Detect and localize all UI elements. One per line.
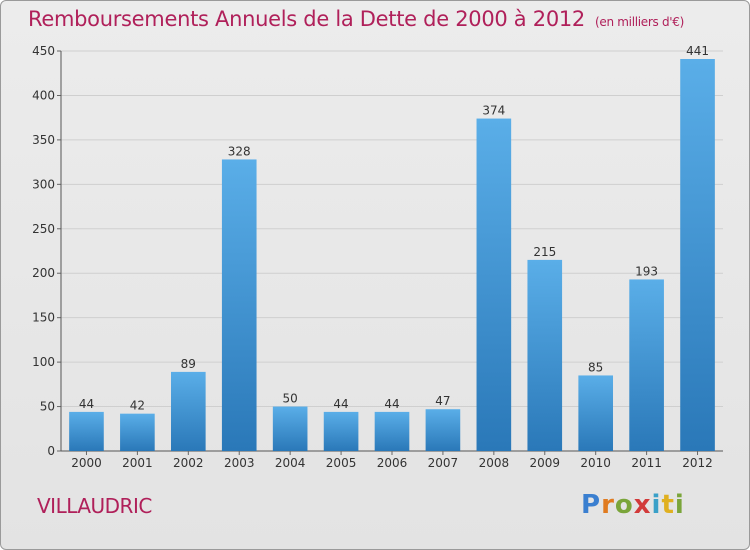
x-tick-label: 2006 [377,456,408,470]
bar [425,409,461,451]
logo-letter: P [581,490,602,520]
x-tick-label: 2000 [71,456,102,470]
bar [323,411,359,451]
bar [120,413,155,451]
data-label: 85 [588,360,603,374]
bar [680,59,715,451]
data-label: 44 [333,397,348,411]
logo-letter: r [601,490,615,520]
chart-title-text: Remboursements Annuels de la Dette de 20… [28,7,585,31]
bar [374,411,410,451]
y-tick-label: 300 [32,177,55,191]
x-tick-label: 2012 [682,456,713,470]
x-tick-label: 2003 [224,456,255,470]
data-label: 374 [482,104,505,118]
bar [221,159,257,451]
y-tick-label: 250 [32,222,55,236]
x-tick-label: 2005 [326,456,357,470]
bar [476,118,512,452]
bar [527,259,563,451]
bar [69,411,104,451]
chart-unit: (en milliers d'€) [595,15,685,29]
y-tick-label: 150 [32,311,55,325]
data-label: 50 [283,392,298,406]
logo-letter: i [674,490,685,520]
bar [272,406,308,451]
logo-letter: o [614,490,634,520]
logo-letter: i [651,490,662,520]
y-tick-label: 400 [32,88,55,102]
data-label: 441 [686,44,709,58]
bar [170,371,206,451]
bar [578,375,614,451]
data-label: 328 [228,144,251,158]
data-label: 42 [130,399,145,413]
data-label: 215 [533,245,556,259]
proxiti-logo: Proxiti [581,490,685,520]
logo-letter: x [633,490,652,520]
data-label: 89 [181,357,196,371]
place-name: VILLAUDRIC [37,494,152,518]
y-tick-label: 0 [47,444,55,458]
x-tick-label: 2007 [428,456,459,470]
x-tick-label: 2004 [275,456,306,470]
x-tick-label: 2009 [529,456,560,470]
x-tick-label: 2011 [631,456,662,470]
data-label: 193 [635,264,658,278]
bar [629,279,664,451]
y-tick-label: 100 [32,355,55,369]
y-tick-label: 200 [32,266,55,280]
data-label: 44 [384,397,399,411]
x-tick-label: 2010 [580,456,611,470]
y-tick-label: 450 [32,44,55,58]
x-tick-label: 2008 [479,456,510,470]
x-tick-label: 2002 [173,456,204,470]
data-label: 47 [435,394,450,408]
x-tick-label: 2001 [122,456,153,470]
chart-title: Remboursements Annuels de la Dette de 20… [28,7,684,31]
logo-letter: t [661,490,675,520]
y-tick-label: 50 [40,400,55,414]
data-label: 44 [79,397,94,411]
y-tick-label: 350 [32,133,55,147]
